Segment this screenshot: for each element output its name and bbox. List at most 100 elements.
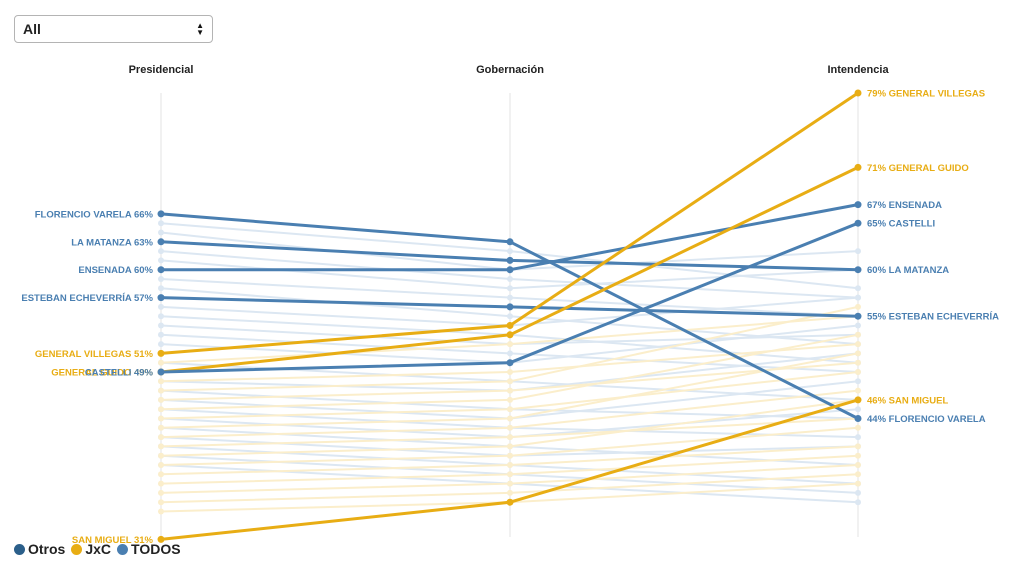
legend-label-todos: TODOS xyxy=(131,541,181,557)
series-point-castelli xyxy=(506,359,514,367)
series-point-esteban-echeverria xyxy=(854,312,862,320)
series-point-castelli xyxy=(157,368,165,376)
series-point-general-villegas xyxy=(506,322,514,329)
background-point xyxy=(158,257,164,264)
background-point xyxy=(158,285,164,292)
series-point-general-guido xyxy=(506,331,514,339)
legend-dot-todos xyxy=(117,543,129,555)
legend-label-jxc: JxC xyxy=(85,541,112,557)
background-point xyxy=(855,369,861,375)
background-point xyxy=(158,220,164,227)
background-point xyxy=(855,489,861,496)
background-point xyxy=(855,434,861,441)
background-point xyxy=(158,415,164,422)
background-point xyxy=(855,341,861,348)
background-point xyxy=(158,229,164,236)
series-point-general-villegas xyxy=(854,89,862,97)
legend-item-otros[interactable]: Otros xyxy=(14,541,65,557)
legend-item-jxc[interactable]: JxC xyxy=(71,541,111,557)
background-point xyxy=(507,424,513,431)
series-point-san-miguel xyxy=(157,535,165,543)
background-point xyxy=(158,396,164,403)
left-label-general-guido: GENERAL GUIDO 49% xyxy=(51,368,153,379)
legend-dot-otros xyxy=(14,543,25,555)
legend-dot-jxc xyxy=(71,543,83,555)
background-point xyxy=(507,378,513,385)
background-point xyxy=(855,499,861,506)
series-point-florencio-varela xyxy=(854,415,862,422)
background-point xyxy=(158,508,164,515)
background-point xyxy=(855,303,861,310)
background-point xyxy=(158,359,164,366)
left-label-general-villegas: GENERAL VILLEGAS 51% xyxy=(35,349,154,360)
background-point xyxy=(158,313,164,320)
right-label-general-villegas: 79% GENERAL VILLEGAS xyxy=(867,89,985,100)
background-point xyxy=(855,248,861,255)
series-point-ensenada xyxy=(854,201,862,209)
series-point-ensenada xyxy=(506,266,514,274)
background-point xyxy=(158,387,164,394)
filter-select-value: All xyxy=(23,21,41,37)
background-point xyxy=(158,248,164,255)
background-point xyxy=(855,331,861,338)
series-point-esteban-echeverria xyxy=(506,303,514,311)
background-point xyxy=(855,406,861,413)
background-point xyxy=(507,480,513,487)
background-point xyxy=(855,452,861,459)
background-point xyxy=(158,331,164,338)
left-label-san-miguel: SAN MIGUEL 31% xyxy=(72,535,154,546)
background-point xyxy=(507,471,513,478)
background-point xyxy=(855,471,861,478)
background-point xyxy=(855,387,861,394)
axis-header-presidencial: Presidencial xyxy=(129,64,194,76)
series-point-esteban-echeverria xyxy=(157,294,165,302)
series-point-san-miguel xyxy=(506,498,514,506)
series-point-florencio-varela xyxy=(157,210,165,218)
background-point xyxy=(507,285,513,292)
background-point xyxy=(507,415,513,422)
series-point-castelli xyxy=(854,219,862,227)
series-point-la-matanza xyxy=(157,238,165,246)
background-point xyxy=(507,434,513,441)
background-point xyxy=(855,359,861,366)
series-point-ensenada xyxy=(157,266,165,274)
series-point-florencio-varela xyxy=(506,238,514,246)
filter-select[interactable]: All ▲ ▼ xyxy=(14,15,213,43)
background-point xyxy=(507,452,513,459)
left-label-ensenada: ENSENADA 60% xyxy=(78,265,153,276)
axis-header-intendencia: Intendencia xyxy=(827,64,889,76)
left-label-castelli: CASTELLI 49% xyxy=(85,368,154,379)
right-label-castelli: 65% CASTELLI xyxy=(867,219,935,230)
background-point xyxy=(855,443,861,450)
left-label-la-matanza: LA MATANZA 63% xyxy=(71,237,153,248)
background-point xyxy=(158,378,164,385)
background-point xyxy=(855,424,861,431)
background-point xyxy=(507,294,513,301)
series-point-general-guido xyxy=(854,163,862,171)
background-point xyxy=(507,462,513,468)
background-point xyxy=(158,341,164,348)
background-point xyxy=(158,406,164,413)
background-point xyxy=(158,489,164,496)
series-point-general-villegas xyxy=(157,349,165,357)
background-point xyxy=(158,462,164,468)
series-point-san-miguel xyxy=(854,396,862,404)
background-point xyxy=(507,313,513,320)
background-point xyxy=(507,489,513,496)
background-point xyxy=(158,303,164,310)
background-point xyxy=(158,443,164,450)
background-point xyxy=(158,434,164,441)
right-label-esteban-echeverria: 55% ESTEBAN ECHEVERRÍA xyxy=(867,312,999,323)
background-point xyxy=(855,350,861,357)
legend-item-todos[interactable]: TODOS xyxy=(117,541,181,557)
background-point xyxy=(507,406,513,413)
background-point xyxy=(158,471,164,478)
background-point xyxy=(507,248,513,255)
right-label-general-guido: 71% GENERAL GUIDO xyxy=(867,163,969,174)
background-point xyxy=(158,276,164,282)
background-point xyxy=(158,480,164,487)
legend-label-otros: Otros xyxy=(28,541,66,557)
series-point-la-matanza xyxy=(854,266,862,274)
right-label-la-matanza: 60% LA MATANZA xyxy=(867,265,949,276)
